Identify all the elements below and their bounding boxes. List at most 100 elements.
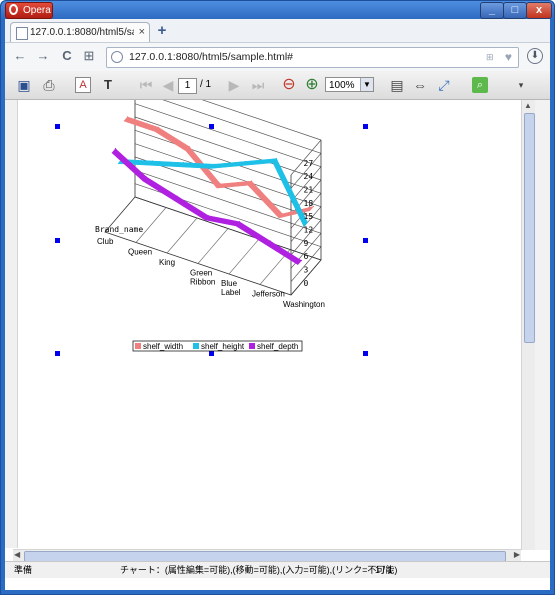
data-point xyxy=(114,148,117,150)
vertical-scrollbar[interactable]: ▲ xyxy=(521,100,535,550)
legend-label: shelf_height xyxy=(201,342,245,351)
data-point xyxy=(281,213,284,215)
speed-dial-button[interactable]: ⊞ xyxy=(83,48,95,63)
grid-line xyxy=(134,130,322,194)
text-export-icon[interactable]: A xyxy=(75,77,91,93)
scroll-up-icon[interactable]: ▲ xyxy=(524,101,532,110)
y-tick-label: 0 xyxy=(304,279,309,288)
title-bar: Opera _ □ x xyxy=(1,1,554,19)
legend-swatch xyxy=(249,343,255,349)
grid-line xyxy=(290,219,322,256)
x-tick-label-line: Queen xyxy=(128,248,152,257)
next-page-icon[interactable]: ▶ xyxy=(228,77,240,93)
first-page-icon[interactable]: ⏮ xyxy=(139,77,153,93)
chevron-down-icon: ▼ xyxy=(360,78,373,91)
x-tick-label: Blue Label xyxy=(221,279,241,297)
page-total: / 1 xyxy=(200,79,212,90)
right-margin xyxy=(535,100,550,550)
selection-handle[interactable] xyxy=(363,351,368,356)
x-tick-label-line: Ribbon xyxy=(190,278,215,287)
tab-sample[interactable]: 127.0.0.1:8080/html5/sample × xyxy=(10,22,150,43)
vertical-scroll-thumb[interactable] xyxy=(524,113,535,343)
address-bar[interactable]: 127.0.0.1:8080/html5/sample.html# ⊞ ♥ xyxy=(106,47,519,68)
legend-swatch xyxy=(135,343,141,349)
series-ribbon-shelf_width xyxy=(123,116,315,219)
fit-width-icon[interactable]: ⇔ xyxy=(413,77,427,93)
grid-icon[interactable]: ⊞ xyxy=(486,52,494,62)
selection-handle[interactable] xyxy=(209,124,214,129)
legend-box xyxy=(132,340,303,352)
status-ready: 準備 xyxy=(14,565,33,575)
tab-close-icon[interactable]: × xyxy=(138,26,145,38)
selection-handle[interactable] xyxy=(363,124,368,129)
x-tick-label-line: Jefferson xyxy=(252,290,285,299)
x-tick-label-line: Label xyxy=(221,288,241,297)
back-button[interactable]: ← xyxy=(13,48,27,63)
more-options-icon[interactable]: ▾ xyxy=(518,80,524,90)
data-point xyxy=(126,116,129,118)
fit-page-icon[interactable]: ▤ xyxy=(390,77,404,93)
opera-menu-button[interactable]: Opera xyxy=(5,2,53,19)
data-point xyxy=(219,183,222,185)
selection-handle[interactable] xyxy=(55,351,60,356)
minimize-button[interactable]: _ xyxy=(480,2,504,19)
data-point xyxy=(306,221,309,224)
grid-line xyxy=(134,103,322,167)
x-tick-label-line: Washington xyxy=(283,300,325,309)
report-viewer: ▣ ⎙ A T ⏮ ◀ 1 / 1 ▶ ⏭ ⊖ ⊕ 100% ▼ ▤ ⇔ ⤢ ⌕… xyxy=(5,71,550,590)
search-icon[interactable]: ⌕ xyxy=(472,77,488,93)
page-icon xyxy=(16,27,28,40)
prev-page-icon[interactable]: ◀ xyxy=(162,77,174,93)
y-tick-label: 27 xyxy=(304,159,314,168)
legend-swatch xyxy=(193,343,199,349)
zoom-select[interactable]: 100% ▼ xyxy=(325,77,374,92)
selection-handle[interactable] xyxy=(55,124,60,129)
y-tick-label: 12 xyxy=(304,225,314,234)
text-tool-icon[interactable]: T xyxy=(104,77,112,92)
y-tick-label: 18 xyxy=(304,199,314,208)
floor-divider xyxy=(228,238,260,275)
status-chart-info: チャート：(属性編集=可能),(移動=可能),(入力=可能),(リンク=不可能) xyxy=(120,565,398,575)
status-bar: 準備 チャート：(属性編集=可能),(移動=可能),(入力=可能),(リンク=不… xyxy=(5,561,550,578)
legend-label: shelf_width xyxy=(143,342,183,351)
print-icon[interactable]: ⎙ xyxy=(43,77,55,93)
forward-button[interactable]: → xyxy=(36,48,50,63)
last-page-icon[interactable]: ⏭ xyxy=(251,77,265,93)
y-tick-label: 6 xyxy=(304,252,309,261)
site-info-icon[interactable] xyxy=(111,51,123,63)
grid-line xyxy=(290,246,322,282)
zoom-in-icon[interactable]: ⊕ xyxy=(305,76,319,93)
x-tick-label-line: Club xyxy=(97,237,114,246)
navigation-bar: ← → C ⊞ 127.0.0.1:8080/html5/sample.html… xyxy=(5,42,550,72)
data-point xyxy=(312,205,315,208)
selection-handle[interactable] xyxy=(55,238,60,243)
selection-handle[interactable] xyxy=(363,238,368,243)
close-window-button[interactable]: x xyxy=(526,2,552,19)
scroll-right-icon[interactable]: ▶ xyxy=(513,550,520,559)
grid-line xyxy=(290,166,322,202)
save-icon[interactable]: ▣ xyxy=(17,77,31,93)
y-tick-label: 3 xyxy=(304,265,309,274)
x-axis-title: Brand_name xyxy=(95,225,143,234)
address-url[interactable]: 127.0.0.1:8080/html5/sample.html# xyxy=(129,51,294,63)
page-number-input[interactable]: 1 xyxy=(178,78,197,94)
maximize-button[interactable]: □ xyxy=(503,2,527,19)
scroll-left-icon[interactable]: ◀ xyxy=(14,550,21,559)
download-icon[interactable]: ⬇ xyxy=(527,48,543,64)
data-point xyxy=(182,162,185,164)
x-tick-label-line: Green xyxy=(190,269,212,278)
grid-line xyxy=(162,100,322,154)
zoom-out-icon[interactable]: ⊖ xyxy=(282,76,296,93)
grid-line xyxy=(134,116,322,181)
new-tab-button[interactable]: + xyxy=(157,22,167,39)
chart-canvas[interactable]: 0 3 6 9 12 15 18 21 24 27 Club Queen King Green Ribbon… xyxy=(5,100,521,548)
data-point xyxy=(300,259,303,262)
x-tick-label-line: King xyxy=(159,258,175,267)
zoom-value: 100% xyxy=(329,80,355,91)
grid-line xyxy=(201,100,322,141)
fullscreen-icon[interactable]: ⤢ xyxy=(438,77,450,93)
heart-icon[interactable]: ♥ xyxy=(504,50,512,64)
reload-button[interactable]: C xyxy=(62,48,72,63)
selection-handle[interactable] xyxy=(209,351,214,356)
data-point xyxy=(213,163,216,165)
